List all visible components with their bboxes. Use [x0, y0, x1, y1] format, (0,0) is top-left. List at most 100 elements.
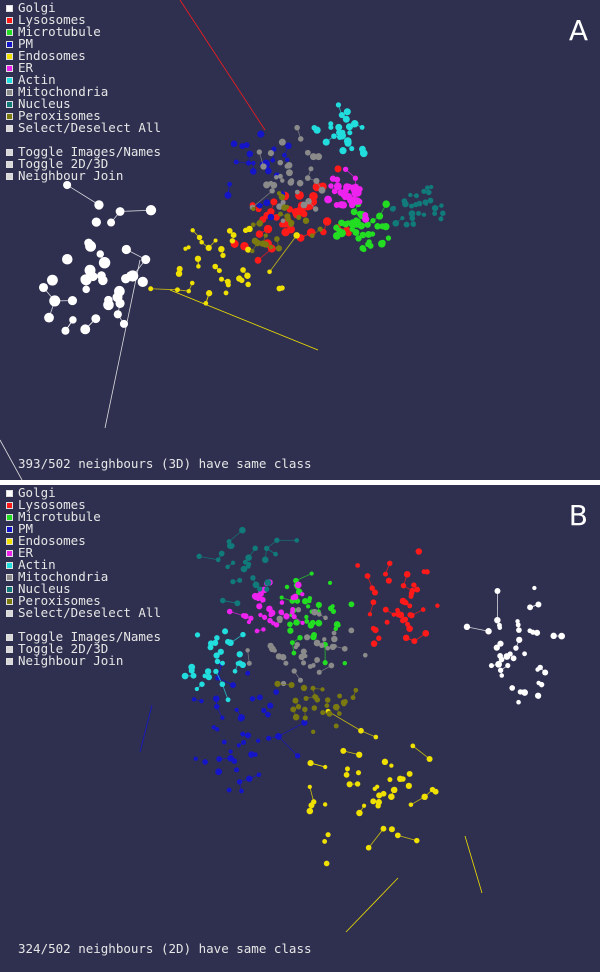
- data-point-mitochondria[interactable]: [274, 174, 279, 180]
- data-point-actin[interactable]: [328, 121, 334, 127]
- neighbour-join-button[interactable]: Neighbour Join: [6, 169, 161, 182]
- data-point-pm[interactable]: [224, 191, 232, 199]
- data-point-mitochondria[interactable]: [280, 199, 286, 205]
- data-point-pm[interactable]: [265, 711, 271, 718]
- legend-item-peroxisomes[interactable]: Peroxisomes: [6, 109, 161, 122]
- legend-item-microtubule[interactable]: Microtubule: [6, 25, 161, 38]
- data-point-golgi[interactable]: [44, 312, 54, 323]
- data-point-lysosomes[interactable]: [364, 573, 371, 579]
- data-point-endosomes[interactable]: [245, 281, 251, 288]
- data-point-nucleus[interactable]: [432, 211, 438, 217]
- data-point-microtubule[interactable]: [345, 220, 351, 226]
- data-point-er[interactable]: [283, 613, 290, 620]
- data-point-endosomes[interactable]: [230, 232, 237, 239]
- data-point-mitochondria[interactable]: [329, 643, 337, 651]
- data-point-endosomes[interactable]: [426, 755, 433, 762]
- toggle-2d-3d-button[interactable]: Toggle 2D/3D: [6, 642, 161, 655]
- data-point-peroxisomes[interactable]: [302, 715, 308, 721]
- legend-item-pm[interactable]: PM: [6, 522, 161, 535]
- data-point-golgi[interactable]: [522, 651, 527, 657]
- data-point-endosomes[interactable]: [356, 809, 363, 817]
- data-point-endosomes[interactable]: [226, 228, 233, 234]
- legend-item-nucleus[interactable]: Nucleus: [6, 582, 161, 595]
- data-point-pm[interactable]: [243, 142, 250, 149]
- data-point-peroxisomes[interactable]: [324, 697, 331, 703]
- data-point-lysosomes[interactable]: [409, 587, 416, 594]
- data-point-actin[interactable]: [236, 651, 243, 658]
- data-point-peroxisomes[interactable]: [295, 704, 302, 710]
- data-point-peroxisomes[interactable]: [254, 239, 261, 247]
- data-point-nucleus[interactable]: [273, 551, 278, 557]
- data-point-golgi[interactable]: [62, 253, 73, 265]
- data-point-peroxisomes[interactable]: [303, 695, 309, 701]
- data-point-pm[interactable]: [214, 727, 220, 732]
- data-point-golgi[interactable]: [515, 622, 521, 628]
- data-point-golgi[interactable]: [49, 295, 61, 307]
- data-point-endosomes[interactable]: [355, 770, 362, 776]
- data-point-endosomes[interactable]: [396, 775, 404, 783]
- legend-item-er[interactable]: ER: [6, 61, 161, 74]
- data-point-actin[interactable]: [343, 108, 351, 116]
- data-point-endosomes[interactable]: [148, 286, 154, 292]
- data-point-nucleus[interactable]: [421, 188, 427, 194]
- data-point-endosomes[interactable]: [361, 803, 367, 808]
- data-point-lysosomes[interactable]: [399, 617, 406, 624]
- data-point-lysosomes[interactable]: [422, 629, 430, 637]
- data-point-actin[interactable]: [232, 668, 238, 674]
- data-point-mitochondria[interactable]: [288, 178, 295, 184]
- data-point-actin[interactable]: [181, 672, 189, 680]
- data-point-lysosomes[interactable]: [424, 569, 430, 575]
- data-point-mitochondria[interactable]: [276, 203, 283, 210]
- data-point-endosomes[interactable]: [203, 300, 209, 306]
- data-point-pm[interactable]: [284, 157, 290, 162]
- data-point-nucleus[interactable]: [234, 600, 241, 607]
- data-point-mitochondria[interactable]: [313, 177, 320, 185]
- data-point-microtubule[interactable]: [348, 601, 355, 608]
- data-point-endosomes[interactable]: [186, 288, 191, 294]
- data-point-pm[interactable]: [251, 160, 256, 166]
- legend-item-golgi[interactable]: Golgi: [6, 1, 161, 14]
- data-point-golgi[interactable]: [141, 255, 151, 265]
- data-point-lysosomes[interactable]: [367, 612, 373, 617]
- data-point-endosomes[interactable]: [322, 838, 328, 844]
- data-point-golgi[interactable]: [61, 326, 70, 335]
- data-point-er[interactable]: [258, 612, 263, 618]
- data-point-endosomes[interactable]: [323, 860, 330, 867]
- data-point-lysosomes[interactable]: [334, 165, 342, 173]
- data-point-mitochondria[interactable]: [283, 660, 289, 666]
- data-point-endosomes[interactable]: [391, 786, 398, 794]
- data-point-lysosomes[interactable]: [255, 230, 264, 238]
- data-point-golgi[interactable]: [98, 256, 111, 269]
- data-point-golgi[interactable]: [80, 324, 91, 335]
- data-point-endosomes[interactable]: [216, 268, 222, 274]
- data-point-mitochondria[interactable]: [318, 186, 326, 194]
- data-point-endosomes[interactable]: [356, 751, 363, 758]
- data-point-actin[interactable]: [338, 111, 345, 119]
- panel-b-2d-view[interactable]: Golgi Lysosomes Microtubule PM Endosomes ER Ac…: [0, 485, 600, 972]
- legend-item-lysosomes[interactable]: Lysosomes: [6, 13, 161, 26]
- scatter-plot-2d[interactable]: [0, 485, 600, 972]
- data-point-pm[interactable]: [246, 150, 254, 158]
- data-point-golgi[interactable]: [488, 663, 494, 669]
- data-point-endosomes[interactable]: [307, 759, 314, 767]
- data-point-lysosomes[interactable]: [281, 228, 290, 237]
- data-point-endosomes[interactable]: [429, 786, 436, 793]
- data-point-mitochondria[interactable]: [311, 608, 318, 616]
- data-point-microtubule[interactable]: [370, 218, 376, 224]
- data-point-er[interactable]: [334, 176, 341, 183]
- data-point-peroxisomes[interactable]: [312, 694, 319, 701]
- data-point-mitochondria[interactable]: [312, 206, 319, 212]
- data-point-golgi[interactable]: [137, 276, 148, 287]
- data-point-golgi[interactable]: [103, 299, 114, 311]
- data-point-actin[interactable]: [207, 644, 214, 651]
- data-point-mitochondria[interactable]: [325, 646, 331, 651]
- panel-a-3d-view[interactable]: Golgi Lysosomes Microtubule PM Endosomes ER Ac…: [0, 0, 600, 480]
- data-point-mitochondria[interactable]: [245, 648, 250, 653]
- data-point-peroxisomes[interactable]: [317, 226, 323, 232]
- data-point-endosomes[interactable]: [394, 832, 401, 839]
- data-point-endosomes[interactable]: [175, 270, 183, 277]
- data-point-pm[interactable]: [230, 682, 236, 689]
- data-point-microtubule[interactable]: [287, 627, 294, 634]
- data-point-er[interactable]: [279, 611, 285, 616]
- data-point-golgi[interactable]: [63, 180, 72, 190]
